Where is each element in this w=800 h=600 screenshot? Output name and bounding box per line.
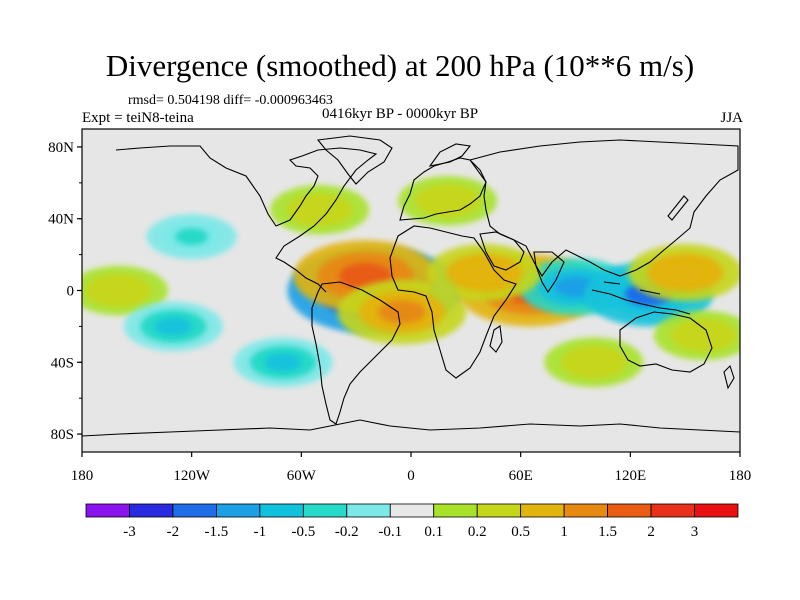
colorbar-swatch xyxy=(85,503,130,518)
colorbar-label: -1 xyxy=(254,524,267,540)
coast-europe xyxy=(399,157,487,221)
colorbar-swatch xyxy=(129,503,174,518)
colorbar-label: 1.5 xyxy=(598,524,617,540)
lat-label: 80N xyxy=(48,140,74,156)
lat-label: 80S xyxy=(51,427,74,443)
lon-label: 180 xyxy=(729,468,752,484)
colorbar-swatch xyxy=(433,503,478,518)
coast-north-america xyxy=(115,145,378,293)
colorbar-label: -1.5 xyxy=(205,524,229,540)
period-label: 0416kyr BP - 0000kyr BP xyxy=(322,106,479,122)
field-core xyxy=(429,191,466,210)
coast-greenland xyxy=(316,135,393,185)
field-core xyxy=(575,353,612,372)
colorbar-swatch xyxy=(607,503,652,518)
lon-label: 120E xyxy=(614,468,646,484)
colorbar-swatch xyxy=(694,503,739,518)
colorbar-label: -2 xyxy=(167,524,180,540)
map-title: Divergence (smoothed) at 200 hPa (10**6 … xyxy=(105,48,695,83)
field-core xyxy=(100,281,137,300)
colorbar-swatch xyxy=(520,503,565,518)
coastlines xyxy=(82,135,740,437)
lon-label: 60E xyxy=(509,468,533,484)
coast-madagascar xyxy=(489,325,503,353)
colorbar-swatch xyxy=(172,503,217,518)
coast-africa xyxy=(389,225,517,379)
colorbar-label: 3 xyxy=(691,524,699,540)
colorbar-label: 0.5 xyxy=(511,524,530,540)
colorbar-swatch xyxy=(215,503,261,518)
stats-text: rmsd= 0.504198 diff= -0.000963463 xyxy=(128,93,333,108)
coast-scandinavia xyxy=(428,143,472,167)
season-label: JJA xyxy=(720,110,743,126)
coast-arabia xyxy=(479,231,525,271)
colorbar-label: -0.5 xyxy=(291,524,315,540)
field-core xyxy=(155,317,192,336)
coast-india xyxy=(533,251,565,294)
lon-label: 120W xyxy=(173,468,211,484)
colorbar-label: 0.2 xyxy=(468,524,487,540)
lat-label: 0 xyxy=(67,284,75,300)
lon-label: 60W xyxy=(287,468,317,484)
colorbar: -3 -2 -1.5 -1 -0.5 -0.2 -0.1 0.1 0.2 0.5 1 1.5 2 3 xyxy=(85,503,739,540)
lon-label: 180 xyxy=(71,468,94,484)
coast-japan xyxy=(667,195,689,221)
colorbar-label: 0.1 xyxy=(424,524,443,540)
colorbar-swatch xyxy=(476,503,522,518)
colorbar-swatch xyxy=(389,503,435,518)
coast-new-zealand xyxy=(723,364,735,390)
lat-label: 40S xyxy=(51,355,74,371)
coast-antarctica xyxy=(82,419,740,437)
field-core xyxy=(175,228,209,245)
colorbar-swatch xyxy=(650,503,695,518)
colorbar-label: -3 xyxy=(123,524,136,540)
colorbar-swatch xyxy=(259,503,304,518)
colorbar-label: -0.1 xyxy=(378,524,402,540)
lat-label: 40N xyxy=(48,212,74,228)
field-core xyxy=(264,353,302,372)
coast-indonesia xyxy=(591,281,691,315)
colorbar-swatch xyxy=(346,503,391,518)
colorbar-label: 2 xyxy=(647,524,655,540)
colorbar-label: -0.2 xyxy=(335,524,359,540)
map-axes: 80N 40N 0 40S 80S 180 120W 60W 0 60E 120E 180 xyxy=(48,140,751,484)
field-core xyxy=(463,262,506,284)
colorbar-swatch xyxy=(302,503,348,518)
divergence-field xyxy=(82,176,740,388)
lon-label: 0 xyxy=(407,468,415,484)
field-core xyxy=(301,200,338,219)
field-core xyxy=(664,262,707,284)
colorbar-swatch xyxy=(563,503,609,518)
experiment-label: Expt = teiN8-teina xyxy=(82,110,194,126)
field-core xyxy=(685,326,722,345)
coast-south-america xyxy=(311,281,401,425)
colorbar-label: 1 xyxy=(560,524,568,540)
coast-australia xyxy=(619,311,713,373)
